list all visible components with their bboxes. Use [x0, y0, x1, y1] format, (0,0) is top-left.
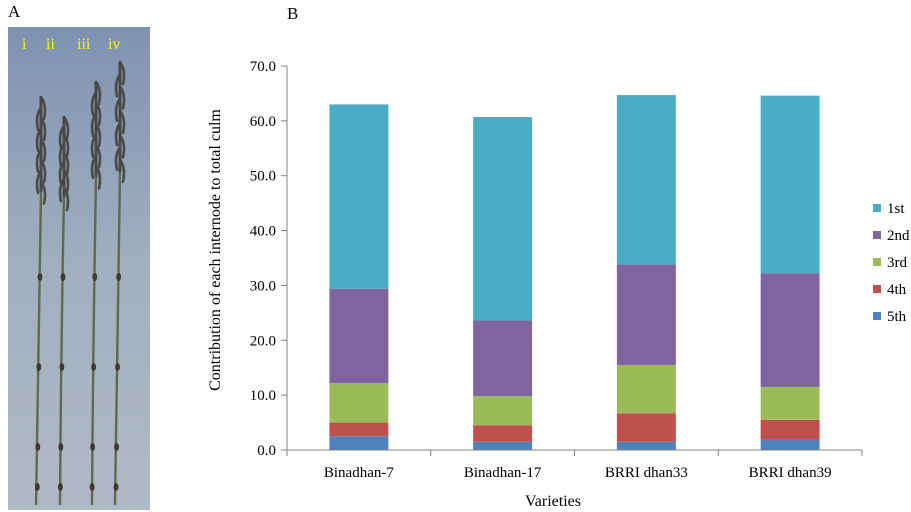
- bar-segment-4th: [760, 419, 820, 440]
- rice-stem: [58, 196, 66, 506]
- stem-node: [60, 273, 66, 281]
- stem-node: [34, 483, 40, 491]
- bar-segment-5th: [473, 441, 533, 450]
- bar-segment-5th: [760, 439, 820, 450]
- bar-segment-4th: [616, 413, 676, 442]
- rice-stems-photo: i ii iii iv: [8, 27, 150, 510]
- x-tick-label: Binadhan-7: [324, 465, 394, 481]
- legend-label: 3rd: [887, 255, 907, 271]
- bars-group: [329, 95, 820, 450]
- stem-node: [114, 443, 119, 451]
- y-tick-label: 70.0: [250, 59, 276, 75]
- bar-segment-2nd: [473, 320, 533, 397]
- bar-segment-5th: [616, 441, 676, 450]
- stem-node: [35, 443, 41, 451]
- bar-segment-3rd: [616, 364, 676, 414]
- x-tick-label: BRRI dhan39: [749, 465, 832, 481]
- stem-node: [91, 363, 97, 371]
- bar-segment-4th: [473, 425, 533, 442]
- bar-segment-2nd: [616, 264, 676, 365]
- photo-background: [8, 27, 150, 510]
- y-tick-label: 40.0: [250, 224, 276, 240]
- stem-node: [37, 273, 43, 281]
- panel-label-b: B: [287, 4, 299, 23]
- y-tick-label: 30.0: [250, 278, 276, 294]
- stem-node: [59, 363, 65, 371]
- legend-swatch: [873, 312, 881, 320]
- stem-node: [92, 273, 98, 281]
- legend-label: 2nd: [887, 228, 910, 244]
- stacked-bar-chart: 0.0 10.0 20.0 30.0 40.0 50.0 60.0 70.0 Binadhan…: [207, 59, 910, 510]
- bar-segment-3rd: [473, 396, 533, 426]
- rice-stem: [90, 176, 98, 506]
- y-axis: 0.0 10.0 20.0 30.0 40.0 50.0 60.0 70.0: [250, 59, 288, 459]
- legend-label: 4th: [887, 282, 907, 298]
- bar-segment-2nd: [329, 288, 389, 384]
- legend-swatch: [873, 204, 881, 212]
- stems-group: [34, 60, 126, 506]
- y-tick-label: 10.0: [250, 388, 276, 404]
- x-tick-label: BRRI dhan33: [605, 465, 688, 481]
- y-tick-label: 50.0: [250, 169, 276, 185]
- y-tick-label: 20.0: [250, 333, 276, 349]
- stem-node: [57, 483, 63, 491]
- stem-node: [90, 443, 96, 451]
- bar-segment-5th: [329, 436, 389, 450]
- legend-swatch: [873, 258, 881, 266]
- stem-node: [36, 363, 42, 371]
- stem-node: [115, 363, 120, 371]
- legend-label: 1st: [887, 201, 905, 217]
- legend-label: 5th: [887, 309, 907, 325]
- x-axis: Binadhan-7 Binadhan-17 BRRI dhan33 BRRI dha…: [286, 449, 863, 481]
- y-axis-label: Contribution of each internode to total …: [207, 109, 224, 391]
- bar-segment-1st: [616, 95, 676, 265]
- rice-stem: [34, 191, 43, 506]
- x-tick-label: Binadhan-17: [464, 465, 542, 481]
- stem-label: iv: [108, 36, 120, 53]
- bar-segment-1st: [760, 95, 820, 274]
- rice-stem: [113, 171, 122, 506]
- stem-label: i: [22, 36, 27, 53]
- bar-segment-4th: [329, 422, 389, 437]
- stem-node: [89, 483, 95, 491]
- bar-segment-3rd: [329, 383, 389, 423]
- legend-swatch: [873, 231, 881, 239]
- bar-segment-3rd: [760, 386, 820, 420]
- bar-segment-1st: [329, 104, 389, 289]
- stem-node: [116, 273, 122, 281]
- bar-segment-2nd: [760, 273, 820, 387]
- stem-labels-group: i ii iii iv: [22, 36, 120, 53]
- legend-swatch: [873, 285, 881, 293]
- y-tick-label: 0.0: [257, 443, 276, 459]
- x-axis-label: Varieties: [525, 493, 581, 510]
- legend: 1st 2nd 3rd 4th 5th: [873, 201, 910, 325]
- bar-segment-1st: [473, 117, 533, 321]
- stem-label: ii: [46, 36, 55, 53]
- panel-label-a: A: [8, 2, 21, 21]
- y-tick-label: 60.0: [250, 114, 276, 130]
- stem-node: [58, 443, 64, 451]
- stem-label: iii: [77, 36, 91, 53]
- stem-node: [113, 483, 119, 491]
